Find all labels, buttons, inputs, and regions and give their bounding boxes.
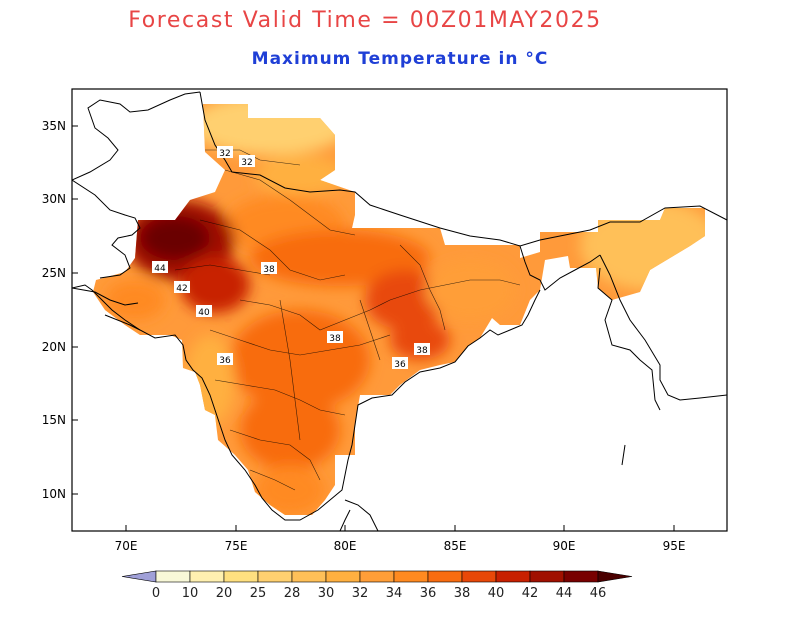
contour-label: 40: [198, 308, 210, 318]
longitude-axis: 70E 75E 80E 85E 90E 95E: [115, 525, 686, 553]
colorbar-label: 30: [318, 586, 335, 601]
lon-tick-label: 90E: [553, 539, 576, 553]
lat-tick-label: 25N: [42, 266, 66, 280]
colorbar-label: 25: [250, 586, 267, 601]
colorbar-label: 44: [556, 586, 573, 601]
colorbar-swatch: [393, 570, 429, 583]
contour-labels: 44 42 40 38 38 38 36 36 32 32: [152, 146, 430, 370]
lat-tick-label: 20N: [42, 340, 66, 354]
contour-label: 38: [263, 265, 275, 275]
colorbar-label: 40: [488, 586, 505, 601]
colorbar-label: 36: [420, 586, 437, 601]
colorbar-label: 28: [284, 586, 301, 601]
contour-label: 32: [241, 158, 252, 168]
border-east: [339, 254, 727, 531]
contour-label: 38: [416, 346, 428, 356]
border-west: [72, 179, 141, 331]
latitude-axis: 35N 30N 25N 20N 15N 10N: [42, 119, 78, 501]
lon-tick-label: 95E: [663, 539, 686, 553]
colorbar-label: 32: [352, 586, 369, 601]
colorbar-label: 38: [454, 586, 471, 601]
contour-label: 32: [219, 149, 230, 159]
lat-tick-label: 35N: [42, 119, 66, 133]
colorbar-label: 0: [152, 586, 160, 601]
lon-tick-label: 75E: [225, 539, 248, 553]
coastline: [72, 91, 727, 521]
colorbar-swatch: [529, 570, 565, 583]
colorbar-swatch: [189, 570, 225, 583]
contour-label: 38: [329, 334, 341, 344]
lat-tick-label: 10N: [42, 487, 66, 501]
colorbar-above-arrow: [597, 570, 633, 583]
colorbar: 0 10 20 25 28 30 32 34 36 38 40 42 44 46: [121, 570, 633, 601]
colorbar-label: 10: [182, 586, 199, 601]
lon-tick-label: 85E: [444, 539, 467, 553]
contour-label: 42: [176, 284, 187, 294]
forecast-valid-time-title: Forecast Valid Time = 00Z01MAY2025: [128, 8, 602, 33]
contour-label: 36: [219, 356, 231, 366]
colorbar-below-arrow: [121, 570, 157, 583]
contour-label: 44: [154, 264, 166, 274]
colorbar-label: 20: [216, 586, 233, 601]
lat-tick-label: 30N: [42, 192, 66, 206]
contour-label: 36: [394, 360, 406, 370]
colorbar-swatch: [291, 570, 327, 583]
colorbar-label: 46: [590, 586, 607, 601]
colorbar-swatch: [223, 570, 259, 583]
map-frame: [71, 88, 728, 532]
lat-tick-label: 15N: [42, 413, 66, 427]
colorbar-swatch: [359, 570, 395, 583]
lon-tick-label: 80E: [334, 539, 357, 553]
colorbar-swatch: [461, 570, 497, 583]
colorbar-swatch: [257, 570, 293, 583]
colorbar-label: 34: [386, 586, 403, 601]
colorbar-swatch: [495, 570, 531, 583]
colorbar-swatch: [325, 570, 361, 583]
colorbar-label: 42: [522, 586, 539, 601]
colorbar-swatch: [563, 570, 599, 583]
maximum-temperature-subtitle: Maximum Temperature in °C: [251, 49, 549, 69]
colorbar-swatch: [427, 570, 463, 583]
colorbar-swatch: [155, 570, 191, 583]
lon-tick-label: 70E: [115, 539, 138, 553]
